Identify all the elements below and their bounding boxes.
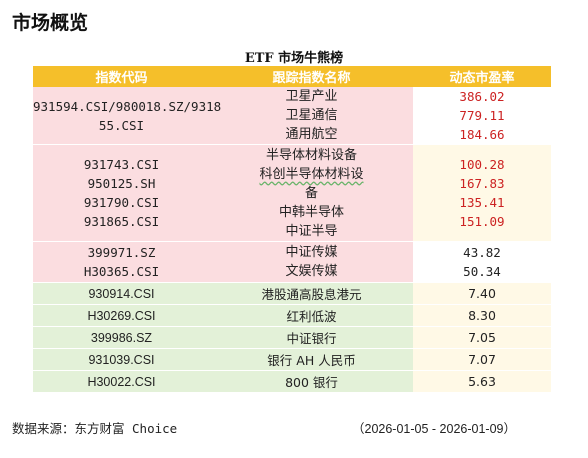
name-cell: 红利低波 (210, 304, 413, 327)
name-cell: 半导体材料设备 科创半导体材料设 备 中韩半导体 中证半导 (210, 144, 413, 242)
code-cell: 399971.SZ H30365.CSI (33, 241, 210, 283)
table-row-group-satellite: 931594.CSI/980018.SZ/9318 55.CSI 卫星产业 卫星… (33, 87, 551, 145)
code-text: 399971.SZ (87, 245, 156, 260)
date-range: （2026-01-05 - 2026-01-09） (352, 422, 516, 436)
code-text: 931790.CSI (83, 195, 160, 210)
ranking-table: 指数代码 跟踪指数名称 动态市盈率 931594.CSI/980018.SZ/9… (33, 66, 551, 393)
name-cell: 中证传媒 文娱传媒 (210, 241, 413, 283)
pe-value: 100.28 (459, 157, 505, 172)
data-source-note: 数据来源：东方财富 Choice (12, 421, 178, 436)
name-text: 半导体材料设备 (265, 147, 357, 163)
column-header-code: 指数代码 (33, 66, 210, 87)
pe-value: 386.02 (459, 89, 505, 104)
table-title: ETF 市场牛熊榜 (244, 51, 344, 66)
name-text: 卫星通信 (285, 108, 338, 123)
pe-cell: 8.30 (413, 304, 551, 327)
name-text: 卫星产业 (285, 89, 338, 104)
code-cell: 399986.SZ (33, 326, 210, 349)
name-cell: 银行 AH 人民币 (210, 348, 413, 371)
pe-value: 135.41 (459, 195, 505, 210)
name-cell: 800 银行 (210, 370, 413, 393)
name-text: 中证传媒 (285, 245, 338, 260)
name-cell: 卫星产业 卫星通信 通用航空 (210, 87, 413, 145)
pe-cell: 7.40 (413, 282, 551, 305)
code-text: 931865.CSI (83, 214, 160, 229)
name-text: 中韩半导体 (278, 204, 344, 220)
code-cell: 931039.CSI (33, 348, 210, 371)
pe-cell: 7.07 (413, 348, 551, 371)
column-header-name: 跟踪指数名称 (210, 66, 413, 87)
name-text: 文娱传媒 (285, 264, 338, 279)
name-text: 备 (304, 185, 318, 201)
pe-value: 167.83 (459, 176, 505, 191)
pe-value: 779.11 (459, 108, 505, 123)
name-text: 中证半导 (285, 223, 338, 239)
table-header-row: 指数代码 跟踪指数名称 动态市盈率 (33, 66, 551, 87)
table-row: 399986.SZ 中证银行 7.05 (33, 326, 551, 349)
pe-cell: 386.02 779.11 184.66 (413, 87, 551, 145)
name-cell: 中证银行 (210, 326, 413, 349)
table-row: 931039.CSI 银行 AH 人民币 7.07 (33, 348, 551, 371)
pe-cell: 7.05 (413, 326, 551, 349)
pe-cell: 100.28 167.83 135.41 151.09 (413, 144, 551, 242)
code-text: 931743.CSI (83, 157, 160, 172)
pe-value: 151.09 (459, 214, 505, 229)
table-row: H30022.CSI 800 银行 5.63 (33, 370, 551, 393)
name-text: 科创半导体材料设 (259, 166, 364, 182)
table-row-group-semiconductor: 931743.CSI 950125.SH 931790.CSI 931865.C… (33, 144, 551, 242)
page-title: 市场概览 (12, 12, 89, 34)
table-row: H30269.CSI 红利低波 8.30 (33, 304, 551, 327)
code-text: 950125.SH (87, 176, 156, 191)
code-cell: 930914.CSI (33, 282, 210, 305)
pe-value: 43.82 (463, 245, 501, 260)
code-cell: 931743.CSI 950125.SH 931790.CSI 931865.C… (33, 144, 210, 242)
column-header-pe: 动态市盈率 (413, 66, 551, 87)
pe-cell: 43.82 50.34 (413, 241, 551, 283)
pe-cell: 5.63 (413, 370, 551, 393)
name-cell: 港股通高股息港元 (210, 282, 413, 305)
table-row: 930914.CSI 港股通高股息港元 7.40 (33, 282, 551, 305)
code-cell: H30022.CSI (33, 370, 210, 393)
code-text: 931594.CSI/980018.SZ/9318 (33, 98, 222, 114)
code-cell: 931594.CSI/980018.SZ/9318 55.CSI (33, 87, 222, 145)
code-cell: H30269.CSI (33, 304, 210, 327)
pe-value: 184.66 (459, 127, 505, 142)
pe-value: 50.34 (463, 264, 501, 279)
code-text: H30365.CSI (83, 264, 160, 279)
code-text: 55.CSI (98, 117, 145, 133)
name-text: 通用航空 (285, 127, 338, 142)
table-row-group-media: 399971.SZ H30365.CSI 中证传媒 文娱传媒 43.82 50.… (33, 241, 551, 283)
